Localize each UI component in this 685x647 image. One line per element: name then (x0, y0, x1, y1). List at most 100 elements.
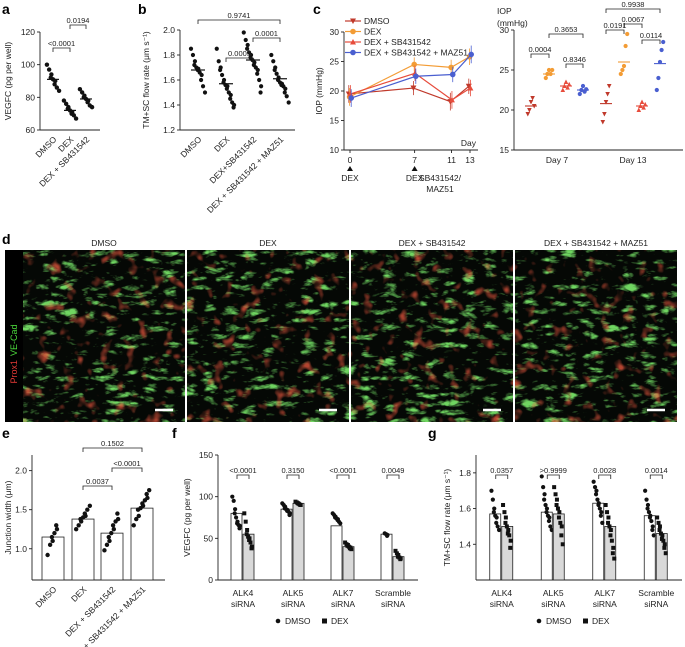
annotation: DEX (406, 173, 424, 183)
p-value: 0.0014 (645, 466, 668, 475)
series-line (351, 54, 472, 99)
data-point (566, 81, 572, 87)
y-axis-title: TM+SC flow rate (μm s⁻¹) (141, 31, 151, 129)
data-point (528, 100, 534, 105)
data-point (503, 520, 508, 525)
data-point (115, 511, 120, 516)
data-point (541, 485, 546, 490)
data-point (287, 512, 292, 518)
data-point (550, 67, 555, 73)
data-point (248, 540, 253, 545)
micrograph-prox1 (23, 250, 185, 422)
data-point (659, 47, 664, 53)
data-point (597, 506, 602, 511)
data-point (244, 532, 249, 537)
y-tick-label: 120 (21, 27, 35, 37)
data-point (662, 545, 667, 550)
stain-label-red: Prox1VE-Cad (9, 324, 19, 383)
data-point (245, 528, 250, 532)
data-point (245, 42, 250, 48)
data-point (73, 116, 79, 121)
p-value-bracket (649, 474, 663, 479)
data-point (656, 75, 661, 81)
series-marker (410, 85, 417, 92)
annotation: SB431542/ (419, 173, 462, 183)
y-axis-title: TM+SC flow rate (μm s⁻¹) (442, 469, 452, 567)
panel-label-g: g (428, 425, 437, 441)
series-marker (413, 73, 419, 80)
x-tick-label: Day 7 (546, 155, 568, 165)
x-tick-label: siRNA (541, 599, 565, 609)
x-tick-label: siRNA (331, 599, 355, 609)
data-point (46, 67, 52, 72)
data-point (282, 90, 287, 95)
data-point (496, 527, 502, 533)
y-tick-label: 0 (208, 575, 213, 585)
data-point (594, 488, 599, 493)
data-point (286, 100, 291, 105)
data-point (50, 538, 55, 544)
data-point (198, 77, 204, 83)
data-point (200, 84, 206, 89)
x-tick-label: DMSO (33, 584, 58, 609)
p-value: 0.0357 (490, 466, 513, 475)
p-value: 0.0114 (640, 31, 662, 40)
p-value-bracket (286, 474, 300, 479)
data-point (56, 88, 62, 94)
series-marker (348, 95, 355, 101)
y-tick-label: 1.4 (163, 100, 175, 110)
data-point (606, 84, 612, 89)
data-point (605, 92, 610, 97)
data-point (82, 511, 88, 516)
data-point (649, 518, 654, 524)
data-point (543, 502, 548, 508)
micrograph-prox1 (187, 250, 349, 422)
x-tick-label: siRNA (381, 599, 405, 609)
y-tick-label: 30 (500, 25, 510, 35)
y-tick-label: 15 (330, 116, 340, 126)
data-point (502, 510, 507, 515)
data-point (621, 63, 627, 69)
data-point (494, 515, 499, 520)
chart-b: 1.2 1.4 1.6 1.8 2.0 TM+SC flow rate (μm s⁻¹) D… (141, 11, 295, 215)
p-value-bracket (598, 474, 612, 479)
data-point (661, 538, 666, 543)
y-tick-label: 30 (330, 27, 340, 37)
data-point (504, 524, 509, 529)
p-value-bracket (546, 474, 560, 479)
data-point (259, 84, 264, 89)
data-point (508, 538, 513, 543)
annotation: DEX (341, 173, 359, 183)
data-point (54, 527, 60, 532)
y-axis-title: IOP (mmHg) (314, 67, 324, 115)
data-point (642, 101, 648, 107)
data-point (61, 98, 67, 103)
data-point (107, 538, 112, 544)
chart-c-dots: IOP (mmHg) 15 20 25 30 Day 7 Day 13 0.0004 0.3653… (497, 0, 683, 165)
chart-title: IOP (497, 6, 512, 16)
p-value: 0.3653 (555, 25, 578, 34)
data-point (258, 90, 263, 95)
bar (292, 502, 305, 581)
p-value: 0.9741 (228, 11, 251, 20)
data-point (650, 527, 655, 533)
data-point (490, 497, 495, 502)
legend-label: DEX + SB431542 (364, 37, 431, 47)
data-point (111, 527, 117, 532)
data-point (623, 43, 628, 49)
data-point (560, 542, 565, 547)
data-point (553, 492, 558, 497)
data-point (603, 503, 608, 507)
legend-label: DEX (592, 616, 610, 626)
data-point (255, 71, 260, 76)
p-value-bracket (252, 37, 281, 42)
treatment-arrow (411, 166, 418, 171)
data-point (134, 516, 139, 522)
x-tick-label: DMSO (178, 134, 203, 159)
y-tick-label: 100 (199, 492, 213, 502)
y-tick-label: 150 (199, 450, 213, 460)
data-point (560, 87, 566, 92)
data-point (269, 52, 274, 58)
data-point (602, 112, 607, 117)
